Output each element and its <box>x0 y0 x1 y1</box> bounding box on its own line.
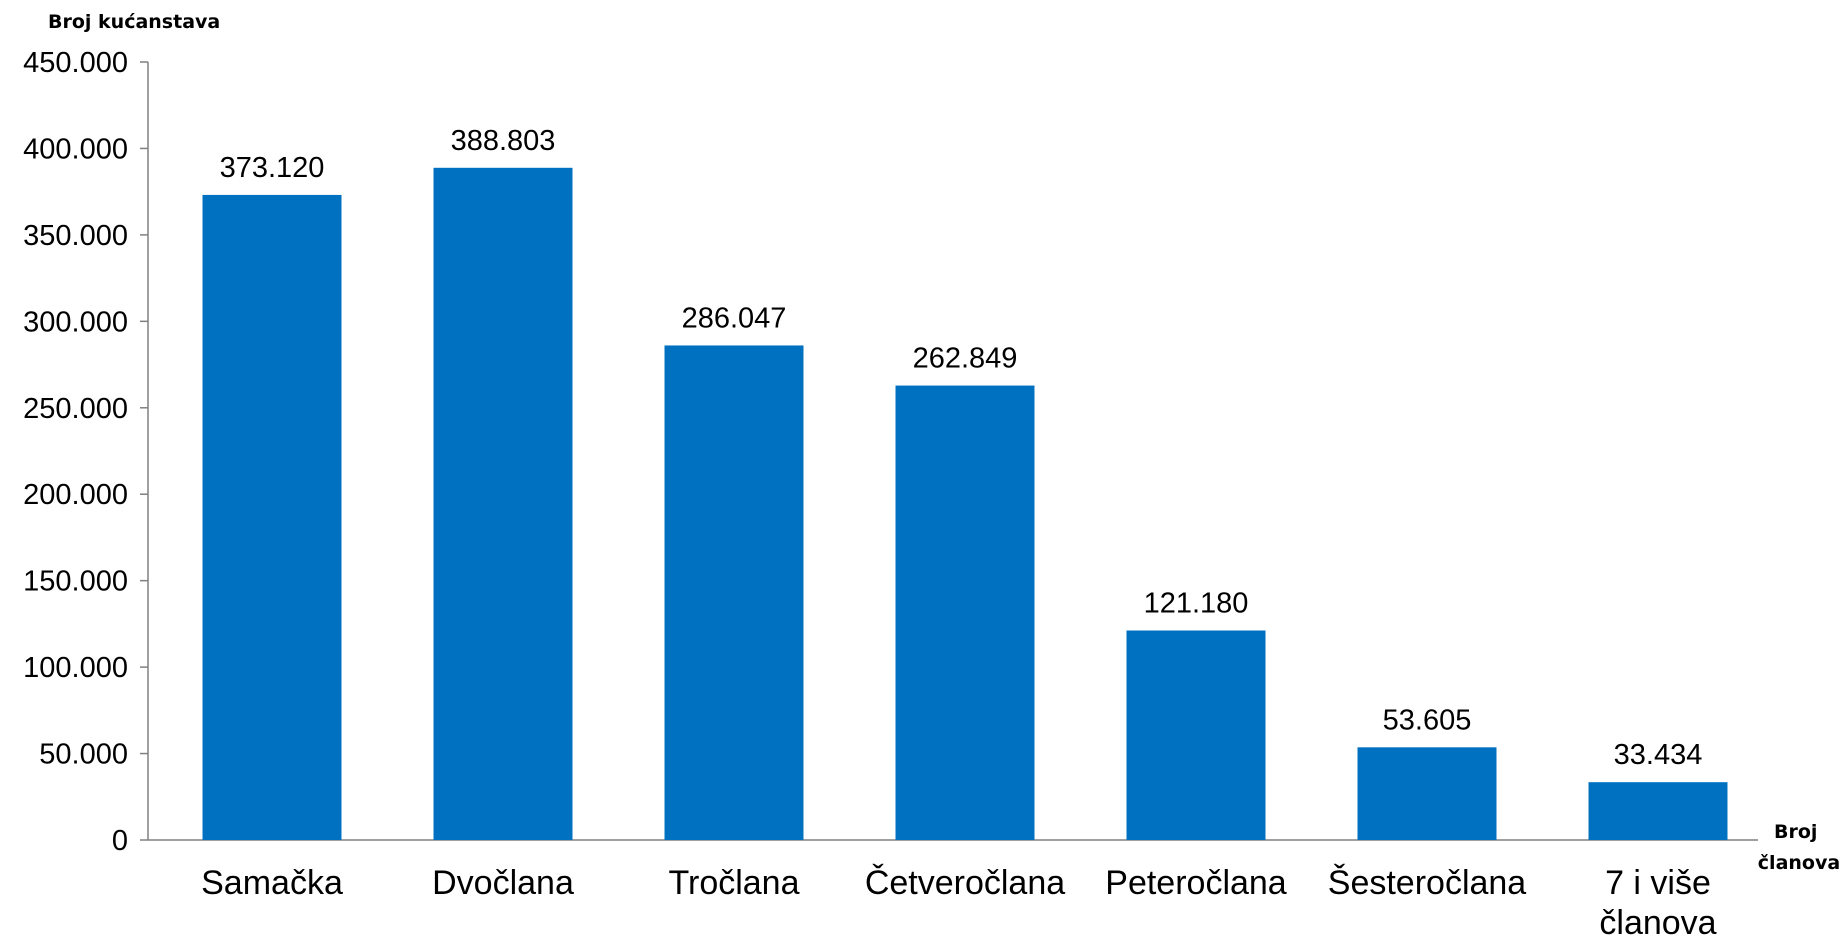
bar <box>202 194 342 840</box>
category-label-line: Šesteročlana <box>1328 864 1527 902</box>
category-label-line: Peteročlana <box>1105 864 1287 902</box>
data-labels: 373.120 388.803 286.047 262.849 121.180 53.60… <box>220 125 1703 771</box>
category-label: 7 i više članova <box>1599 864 1716 942</box>
category-label-line: Dvočlana <box>432 864 574 902</box>
category-label: Četveročlana <box>865 864 1065 902</box>
y-tick-label: 250.000 <box>23 393 128 425</box>
bar <box>1126 630 1266 840</box>
y-tick-label: 0 <box>112 825 128 857</box>
bar <box>1588 782 1728 840</box>
y-tick-label: 200.000 <box>23 479 128 511</box>
y-tick-label: 400.000 <box>23 133 128 165</box>
category-label-line: članova <box>1599 904 1716 942</box>
category-label-line: Četveročlana <box>865 864 1065 902</box>
category-label: Samačka <box>201 864 343 902</box>
y-axis: 0 50.000 100.000 150.000 200.000 250.000 300.0… <box>23 47 1758 857</box>
x-axis-title-line-1: Broj <box>1774 821 1817 843</box>
y-axis-title: Broj kućanstava <box>48 11 220 33</box>
y-tick-label: 150.000 <box>23 566 128 598</box>
bars <box>202 167 1728 841</box>
x-axis-title: Broj članova <box>1758 821 1840 874</box>
category-label-line: Samačka <box>201 864 343 902</box>
y-tick-label: 450.000 <box>23 47 128 79</box>
data-label: 286.047 <box>682 302 787 334</box>
category-label: Tročlana <box>668 864 799 902</box>
data-label: 53.605 <box>1383 704 1472 736</box>
y-tick-label: 300.000 <box>23 306 128 338</box>
bar <box>433 167 573 841</box>
y-tick-label: 350.000 <box>23 220 128 252</box>
bar <box>1357 747 1497 840</box>
data-label: 373.120 <box>220 152 325 184</box>
category-label: Dvočlana <box>432 864 574 902</box>
data-label: 121.180 <box>1144 587 1249 619</box>
category-labels: Samačka Dvočlana Tročlana Četveročlana Peter… <box>201 864 1717 942</box>
bar <box>664 345 804 840</box>
y-tick-label: 50.000 <box>39 739 128 771</box>
data-label: 262.849 <box>913 343 1018 375</box>
data-label: 33.434 <box>1614 739 1703 771</box>
x-axis-title-line-2: članova <box>1758 852 1840 874</box>
category-label-line: Tročlana <box>668 864 799 902</box>
category-label-line: 7 i više <box>1605 864 1711 902</box>
data-label: 388.803 <box>451 125 556 157</box>
y-tick-label: 100.000 <box>23 652 128 684</box>
category-label: Peteročlana <box>1105 864 1287 902</box>
category-label: Šesteročlana <box>1328 864 1527 902</box>
bar <box>895 385 1035 840</box>
